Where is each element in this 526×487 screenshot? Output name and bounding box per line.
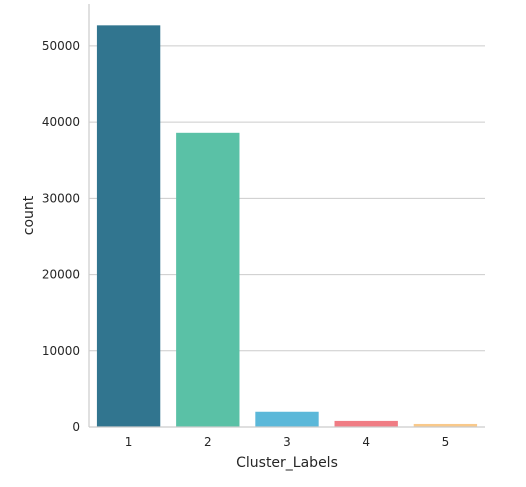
y-tick-label: 30000 bbox=[42, 191, 80, 205]
y-tick-label: 10000 bbox=[42, 344, 80, 358]
x-tick-label: 1 bbox=[125, 435, 133, 449]
y-axis-label: count bbox=[21, 195, 37, 235]
y-tick-label: 0 bbox=[72, 420, 80, 434]
y-tick-label: 40000 bbox=[42, 115, 80, 129]
bars bbox=[96, 25, 478, 427]
y-tick-label: 50000 bbox=[42, 39, 80, 53]
x-tick-label: 5 bbox=[442, 435, 450, 449]
x-tick-labels: 1 2 3 4 5 bbox=[125, 435, 449, 449]
y-tick-label: 20000 bbox=[42, 268, 80, 282]
bar-cluster-4 bbox=[334, 420, 398, 427]
x-tick-label: 3 bbox=[283, 435, 291, 449]
bar-cluster-2 bbox=[176, 132, 240, 427]
bar-cluster-5 bbox=[413, 423, 478, 427]
bar-cluster-3 bbox=[255, 411, 319, 427]
bar-cluster-1 bbox=[96, 25, 161, 427]
y-tick-labels: 0 10000 20000 30000 40000 50000 bbox=[42, 39, 80, 434]
x-tick-label: 4 bbox=[362, 435, 370, 449]
x-tick-label: 2 bbox=[204, 435, 212, 449]
x-axis-label: Cluster_Labels bbox=[236, 455, 338, 471]
axes-spines bbox=[88, 4, 485, 428]
